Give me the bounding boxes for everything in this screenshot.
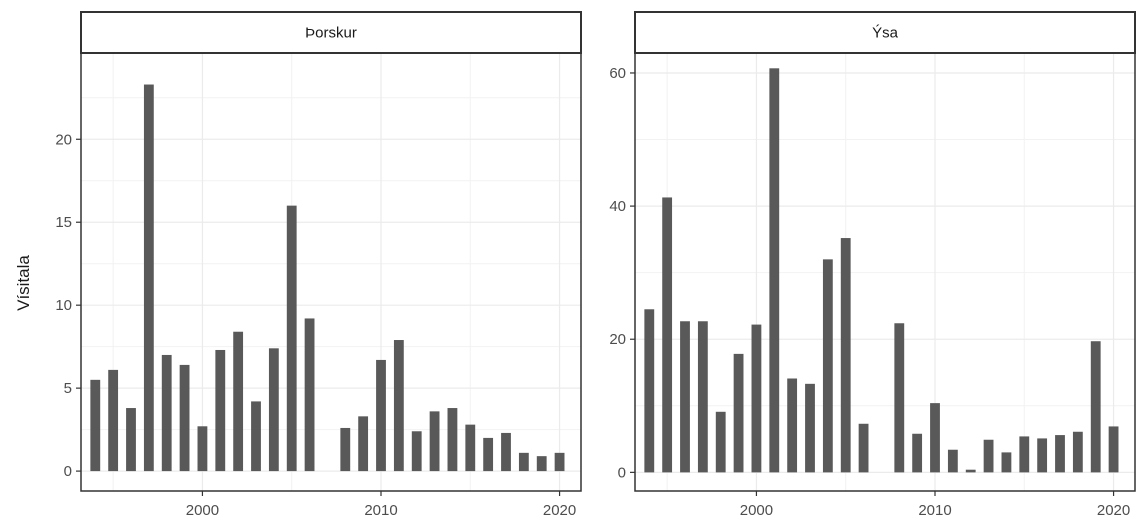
panel-2-bar-2006 [858, 423, 869, 473]
panel-1-bar-2012 [411, 431, 422, 472]
panel-2-strip [634, 11, 1136, 54]
panel-2-bar-2000 [751, 324, 762, 473]
panel-1-bar-2014 [447, 408, 458, 472]
panel-1-bar-2009 [358, 416, 369, 472]
panel-2-title: Ýsa [872, 25, 899, 42]
panel-1-bar-2011 [393, 340, 404, 472]
panel-2-bar-2003 [805, 383, 815, 473]
panel-1-bar-2004 [268, 348, 279, 472]
panel-2-plot-area [635, 53, 1135, 491]
panel-1-bar-2006 [304, 318, 315, 472]
panel-2-y-tick-label: 20 [609, 331, 626, 348]
panel-2-bar-2014 [1001, 452, 1012, 473]
panel-1-bar-2008 [340, 427, 351, 472]
panel-1-y-tick-label: 15 [55, 214, 72, 231]
panel-1-x-tick-label: 2000 [186, 502, 219, 519]
panel-2-bar-1999 [733, 353, 744, 473]
panel-1-bar-1999 [179, 364, 190, 472]
panel-2-bar-2018 [1072, 431, 1083, 473]
panel-2-bar-1998 [715, 411, 726, 473]
panel-1-bar-2019 [536, 456, 547, 472]
panel-1-bar-2000 [197, 426, 208, 472]
panel-1-bar-2015 [465, 424, 476, 472]
panel-1-y-tick-label: 0 [64, 463, 72, 480]
panel-2-bar-2017 [1055, 435, 1065, 473]
panel-2: Ýsa 0 20 40 60 2000 2010 2020 [609, 11, 1136, 519]
panel-2-bar-2016 [1037, 438, 1048, 473]
panel-1-x-tick-label: 2010 [364, 502, 397, 519]
panel-1-y-tick-label: 20 [55, 131, 72, 148]
panel-1-bar-2010 [376, 359, 386, 472]
panel-2-bar-2005 [840, 238, 851, 473]
panel-2-bar-2010 [930, 403, 940, 473]
panel-1-strip [80, 11, 582, 54]
panel-2-bar-2015 [1019, 436, 1030, 473]
y-axis-title: Vísitala [14, 255, 33, 311]
panel-1-bar-2002 [233, 331, 244, 472]
panel-2-bar-1995 [662, 197, 673, 473]
panel-2-y-tick-label: 0 [618, 464, 626, 481]
panel-2-bar-1996 [680, 321, 690, 473]
panel-1-y-tick-label: 5 [64, 380, 72, 397]
panel-2-bar-2009 [912, 433, 923, 473]
panel-1-bar-2001 [215, 349, 226, 472]
panel-1-bar-1994 [90, 379, 101, 472]
panel-2-bar-2019 [1090, 341, 1101, 473]
panel-2-bar-2013 [983, 439, 994, 473]
panel-2-bar-2002 [787, 378, 798, 473]
panel-2-bar-2008 [894, 323, 905, 473]
panel-2-y-tick-label: 40 [609, 198, 626, 215]
panel-1-plot-area [81, 53, 581, 491]
panel-1-bar-2020 [554, 452, 565, 472]
panel-1-bar-2013 [429, 411, 440, 472]
panel-1-bar-1998 [161, 354, 172, 472]
panel-2-x-tick-label: 2010 [918, 502, 951, 519]
panel-1-bar-1996 [126, 408, 136, 472]
panel-1-x-tick-label: 2020 [543, 502, 576, 519]
panel-2-x-tick-label: 2000 [740, 502, 773, 519]
panel-2-bar-2001 [769, 68, 780, 473]
panel-1-y-tick-label: 10 [55, 297, 72, 314]
panel-2-bar-2012 [965, 469, 976, 473]
panel-2-bar-2020 [1108, 426, 1119, 473]
panel-2-x-tick-label: 2020 [1097, 502, 1130, 519]
panel-1-bar-2003 [251, 401, 261, 472]
panel-2-bar-1997 [697, 321, 708, 473]
panel-2-bar-1994 [644, 309, 655, 473]
panel-1-title: Þorskur [305, 25, 357, 42]
panel-1-bar-2017 [501, 432, 511, 472]
panel-1-bar-2016 [483, 437, 494, 472]
panel-1-bar-2005 [286, 205, 297, 472]
panel-1: Þorskur 0 5 10 15 20 2000 2010 2020 [55, 11, 582, 519]
panel-1-bar-1997 [143, 84, 154, 472]
panel-2-y-tick-label: 60 [609, 65, 626, 82]
panel-1-bar-1995 [108, 369, 119, 472]
panel-2-bar-2004 [822, 259, 833, 473]
panel-1-bar-2018 [518, 452, 529, 472]
panel-2-bar-2011 [947, 449, 958, 473]
